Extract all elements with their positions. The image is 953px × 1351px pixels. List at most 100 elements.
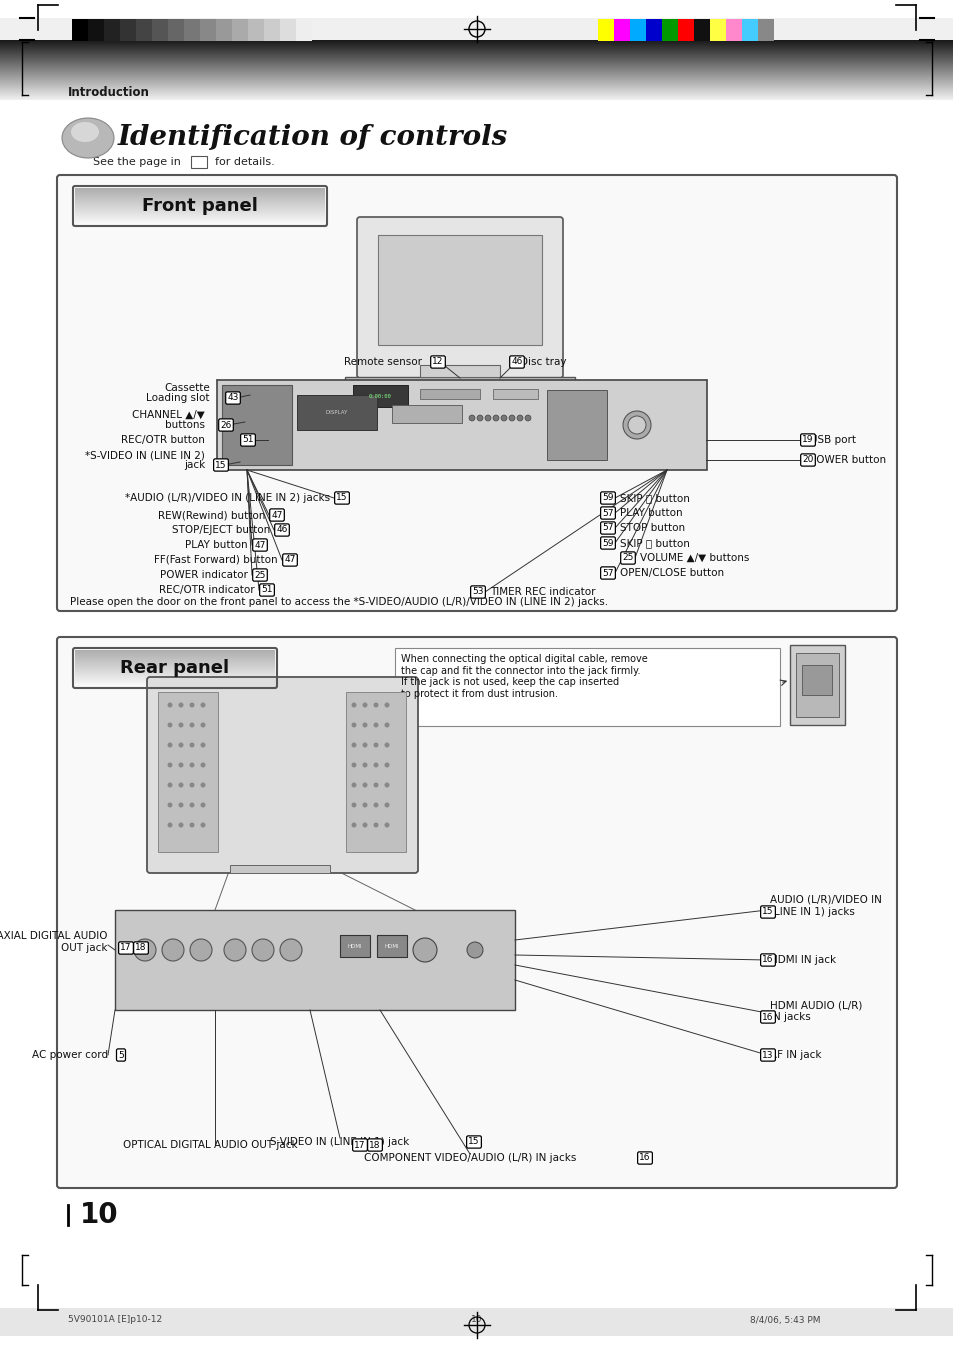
Circle shape	[168, 762, 172, 767]
Text: 47: 47	[254, 540, 265, 550]
Bar	[0, 18, 953, 46]
Text: 25: 25	[621, 554, 633, 562]
Text: jack: jack	[184, 459, 205, 470]
Text: 16: 16	[639, 1154, 650, 1162]
Bar	[248, 19, 264, 41]
Circle shape	[200, 823, 205, 828]
Bar	[546, 390, 606, 459]
Text: 18: 18	[369, 1140, 380, 1150]
Text: 20: 20	[801, 455, 813, 465]
Ellipse shape	[71, 122, 99, 142]
Circle shape	[178, 723, 183, 727]
Bar	[215, 19, 232, 41]
Bar	[376, 935, 407, 957]
Text: Loading slot: Loading slot	[147, 393, 210, 403]
Text: TIMER REC indicator: TIMER REC indicator	[490, 586, 595, 597]
Circle shape	[362, 723, 367, 727]
Text: AUDIO (L/R)/VIDEO IN: AUDIO (L/R)/VIDEO IN	[769, 894, 881, 905]
Circle shape	[362, 802, 367, 808]
Bar	[598, 19, 614, 41]
Circle shape	[374, 703, 378, 708]
Circle shape	[168, 723, 172, 727]
Circle shape	[178, 762, 183, 767]
Bar	[222, 385, 292, 465]
Bar	[741, 19, 758, 41]
Circle shape	[517, 415, 522, 422]
Text: IN jacks: IN jacks	[769, 1012, 810, 1021]
Circle shape	[178, 782, 183, 788]
Bar	[801, 665, 831, 694]
Text: 17: 17	[120, 943, 132, 952]
Circle shape	[168, 802, 172, 808]
Circle shape	[200, 743, 205, 747]
Bar	[216, 380, 706, 470]
Text: 53: 53	[472, 588, 483, 597]
Bar	[191, 155, 207, 168]
Text: OUT jack: OUT jack	[61, 943, 108, 952]
Text: 25: 25	[254, 570, 265, 580]
Text: HDMI IN jack: HDMI IN jack	[769, 955, 835, 965]
Circle shape	[562, 394, 566, 399]
Circle shape	[362, 743, 367, 747]
Bar	[88, 19, 104, 41]
Text: STOP button: STOP button	[619, 523, 684, 534]
Circle shape	[374, 723, 378, 727]
Circle shape	[252, 939, 274, 961]
Text: 17: 17	[354, 1140, 365, 1150]
Text: 12: 12	[432, 358, 443, 366]
Circle shape	[200, 723, 205, 727]
Circle shape	[469, 415, 475, 422]
Circle shape	[200, 762, 205, 767]
Circle shape	[168, 703, 172, 708]
Bar	[377, 235, 541, 345]
Text: When connecting the optical digital cable, remove
the cap and fit the connector : When connecting the optical digital cabl…	[400, 654, 647, 698]
Circle shape	[384, 782, 389, 788]
Text: HDMI: HDMI	[347, 943, 362, 948]
Circle shape	[190, 703, 194, 708]
Text: 16: 16	[761, 1012, 773, 1021]
Text: Introduction: Introduction	[68, 85, 150, 99]
Text: Front panel: Front panel	[142, 197, 257, 215]
Bar	[419, 365, 499, 377]
Text: 59: 59	[601, 493, 613, 503]
Text: Remote sensor: Remote sensor	[344, 357, 421, 367]
Text: buttons: buttons	[165, 420, 205, 430]
Circle shape	[280, 939, 302, 961]
Circle shape	[384, 802, 389, 808]
Circle shape	[178, 743, 183, 747]
Circle shape	[190, 762, 194, 767]
Text: Cassette: Cassette	[164, 382, 210, 393]
Bar	[353, 385, 408, 407]
Circle shape	[200, 782, 205, 788]
Text: POWER indicator: POWER indicator	[160, 570, 248, 580]
Circle shape	[547, 394, 552, 399]
Text: OPTICAL DIGITAL AUDIO OUT jack: OPTICAL DIGITAL AUDIO OUT jack	[123, 1140, 297, 1150]
Text: PLAY button: PLAY button	[185, 540, 248, 550]
Bar	[758, 19, 773, 41]
Bar	[493, 389, 537, 399]
Circle shape	[374, 762, 378, 767]
Bar	[230, 865, 330, 873]
Text: COAXIAL DIGITAL AUDIO: COAXIAL DIGITAL AUDIO	[0, 931, 108, 942]
FancyBboxPatch shape	[57, 176, 896, 611]
Text: 10: 10	[80, 1201, 118, 1229]
Text: 47: 47	[284, 555, 295, 565]
Circle shape	[384, 743, 389, 747]
Ellipse shape	[62, 118, 113, 158]
Bar	[392, 405, 461, 423]
Circle shape	[384, 762, 389, 767]
Text: 47: 47	[271, 511, 282, 520]
Bar	[168, 19, 184, 41]
Text: Identification of controls: Identification of controls	[118, 124, 508, 151]
Circle shape	[190, 782, 194, 788]
Text: Disc tray: Disc tray	[519, 357, 566, 367]
Text: 0:00:00: 0:00:00	[368, 393, 391, 399]
Circle shape	[162, 939, 184, 961]
Bar	[0, 0, 953, 41]
Circle shape	[500, 415, 506, 422]
Circle shape	[362, 703, 367, 708]
Circle shape	[374, 802, 378, 808]
Text: REC/OTR button: REC/OTR button	[121, 435, 205, 444]
Circle shape	[553, 394, 557, 399]
Text: 13: 13	[761, 1051, 773, 1059]
